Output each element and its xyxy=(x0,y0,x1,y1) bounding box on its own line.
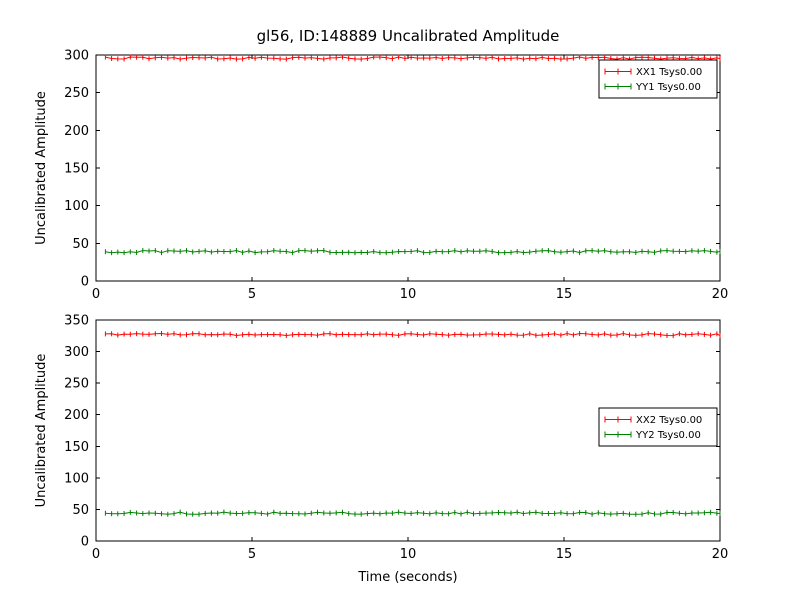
svg-text:250: 250 xyxy=(64,377,89,392)
svg-text:0: 0 xyxy=(81,275,89,290)
series-line xyxy=(104,331,721,339)
svg-text:50: 50 xyxy=(72,503,89,518)
svg-text:0: 0 xyxy=(92,287,100,300)
svg-text:300: 300 xyxy=(64,345,89,360)
y-axis-label: Uncalibrated Amplitude xyxy=(34,354,49,508)
svg-text:200: 200 xyxy=(64,124,89,139)
subplot-bottom: 0 5 10 15 20 0 50 100 150 200 250 300 350 Uncalibrate… xyxy=(0,300,800,600)
svg-text:100: 100 xyxy=(64,199,89,214)
svg-text:10: 10 xyxy=(400,287,417,300)
svg-text:50: 50 xyxy=(72,237,89,252)
svg-text:150: 150 xyxy=(64,440,89,455)
legend: XX1 Tsys0.00 YY1 Tsys0.00 xyxy=(598,59,718,99)
svg-text:0: 0 xyxy=(92,547,100,562)
svg-text:300: 300 xyxy=(64,49,89,64)
svg-text:250: 250 xyxy=(64,86,89,101)
svg-text:0: 0 xyxy=(81,535,89,550)
svg-text:100: 100 xyxy=(64,471,89,486)
legend: XX2 Tsys0.00 YY2 Tsys0.00 xyxy=(598,407,718,447)
subplot-top: 0 5 10 15 20 0 50 100 150 200 250 300 Uncalibrated A… xyxy=(34,49,729,303)
legend-entry-label: XX2 Tsys0.00 xyxy=(636,415,702,426)
svg-text:5: 5 xyxy=(248,547,256,562)
plot-canvas: 0 5 10 15 20050100150200250300350Uncalibrate… xyxy=(34,314,729,586)
series-line xyxy=(104,248,721,256)
svg-text:200: 200 xyxy=(64,408,89,423)
svg-text:150: 150 xyxy=(64,162,89,177)
svg-text:15: 15 xyxy=(556,547,573,562)
legend-entry-label: XX1 Tsys0.00 xyxy=(636,67,702,78)
series-line xyxy=(104,54,721,62)
axes-frame xyxy=(95,319,721,542)
y-axis-label: Uncalibrated Amplitude xyxy=(34,91,49,245)
legend-entry-label: YY2 Tsys0.00 xyxy=(635,430,701,441)
legend-entry-label: YY1 Tsys0.00 xyxy=(635,82,701,93)
x-axis-label: Time (seconds) xyxy=(357,570,457,585)
svg-text:20: 20 xyxy=(712,287,729,300)
svg-text:5: 5 xyxy=(248,287,256,300)
svg-text:350: 350 xyxy=(64,314,89,329)
legend-sample-line xyxy=(604,68,632,75)
series-line xyxy=(104,509,721,517)
legend-sample-line xyxy=(604,431,632,438)
legend-sample-line xyxy=(604,83,632,90)
svg-text:15: 15 xyxy=(556,287,573,300)
chart-title: gl56, ID:148889 Uncalibrated Amplitude xyxy=(256,27,560,45)
svg-text:20: 20 xyxy=(712,547,729,562)
svg-text:10: 10 xyxy=(400,547,417,562)
legend-sample-line xyxy=(604,416,632,423)
